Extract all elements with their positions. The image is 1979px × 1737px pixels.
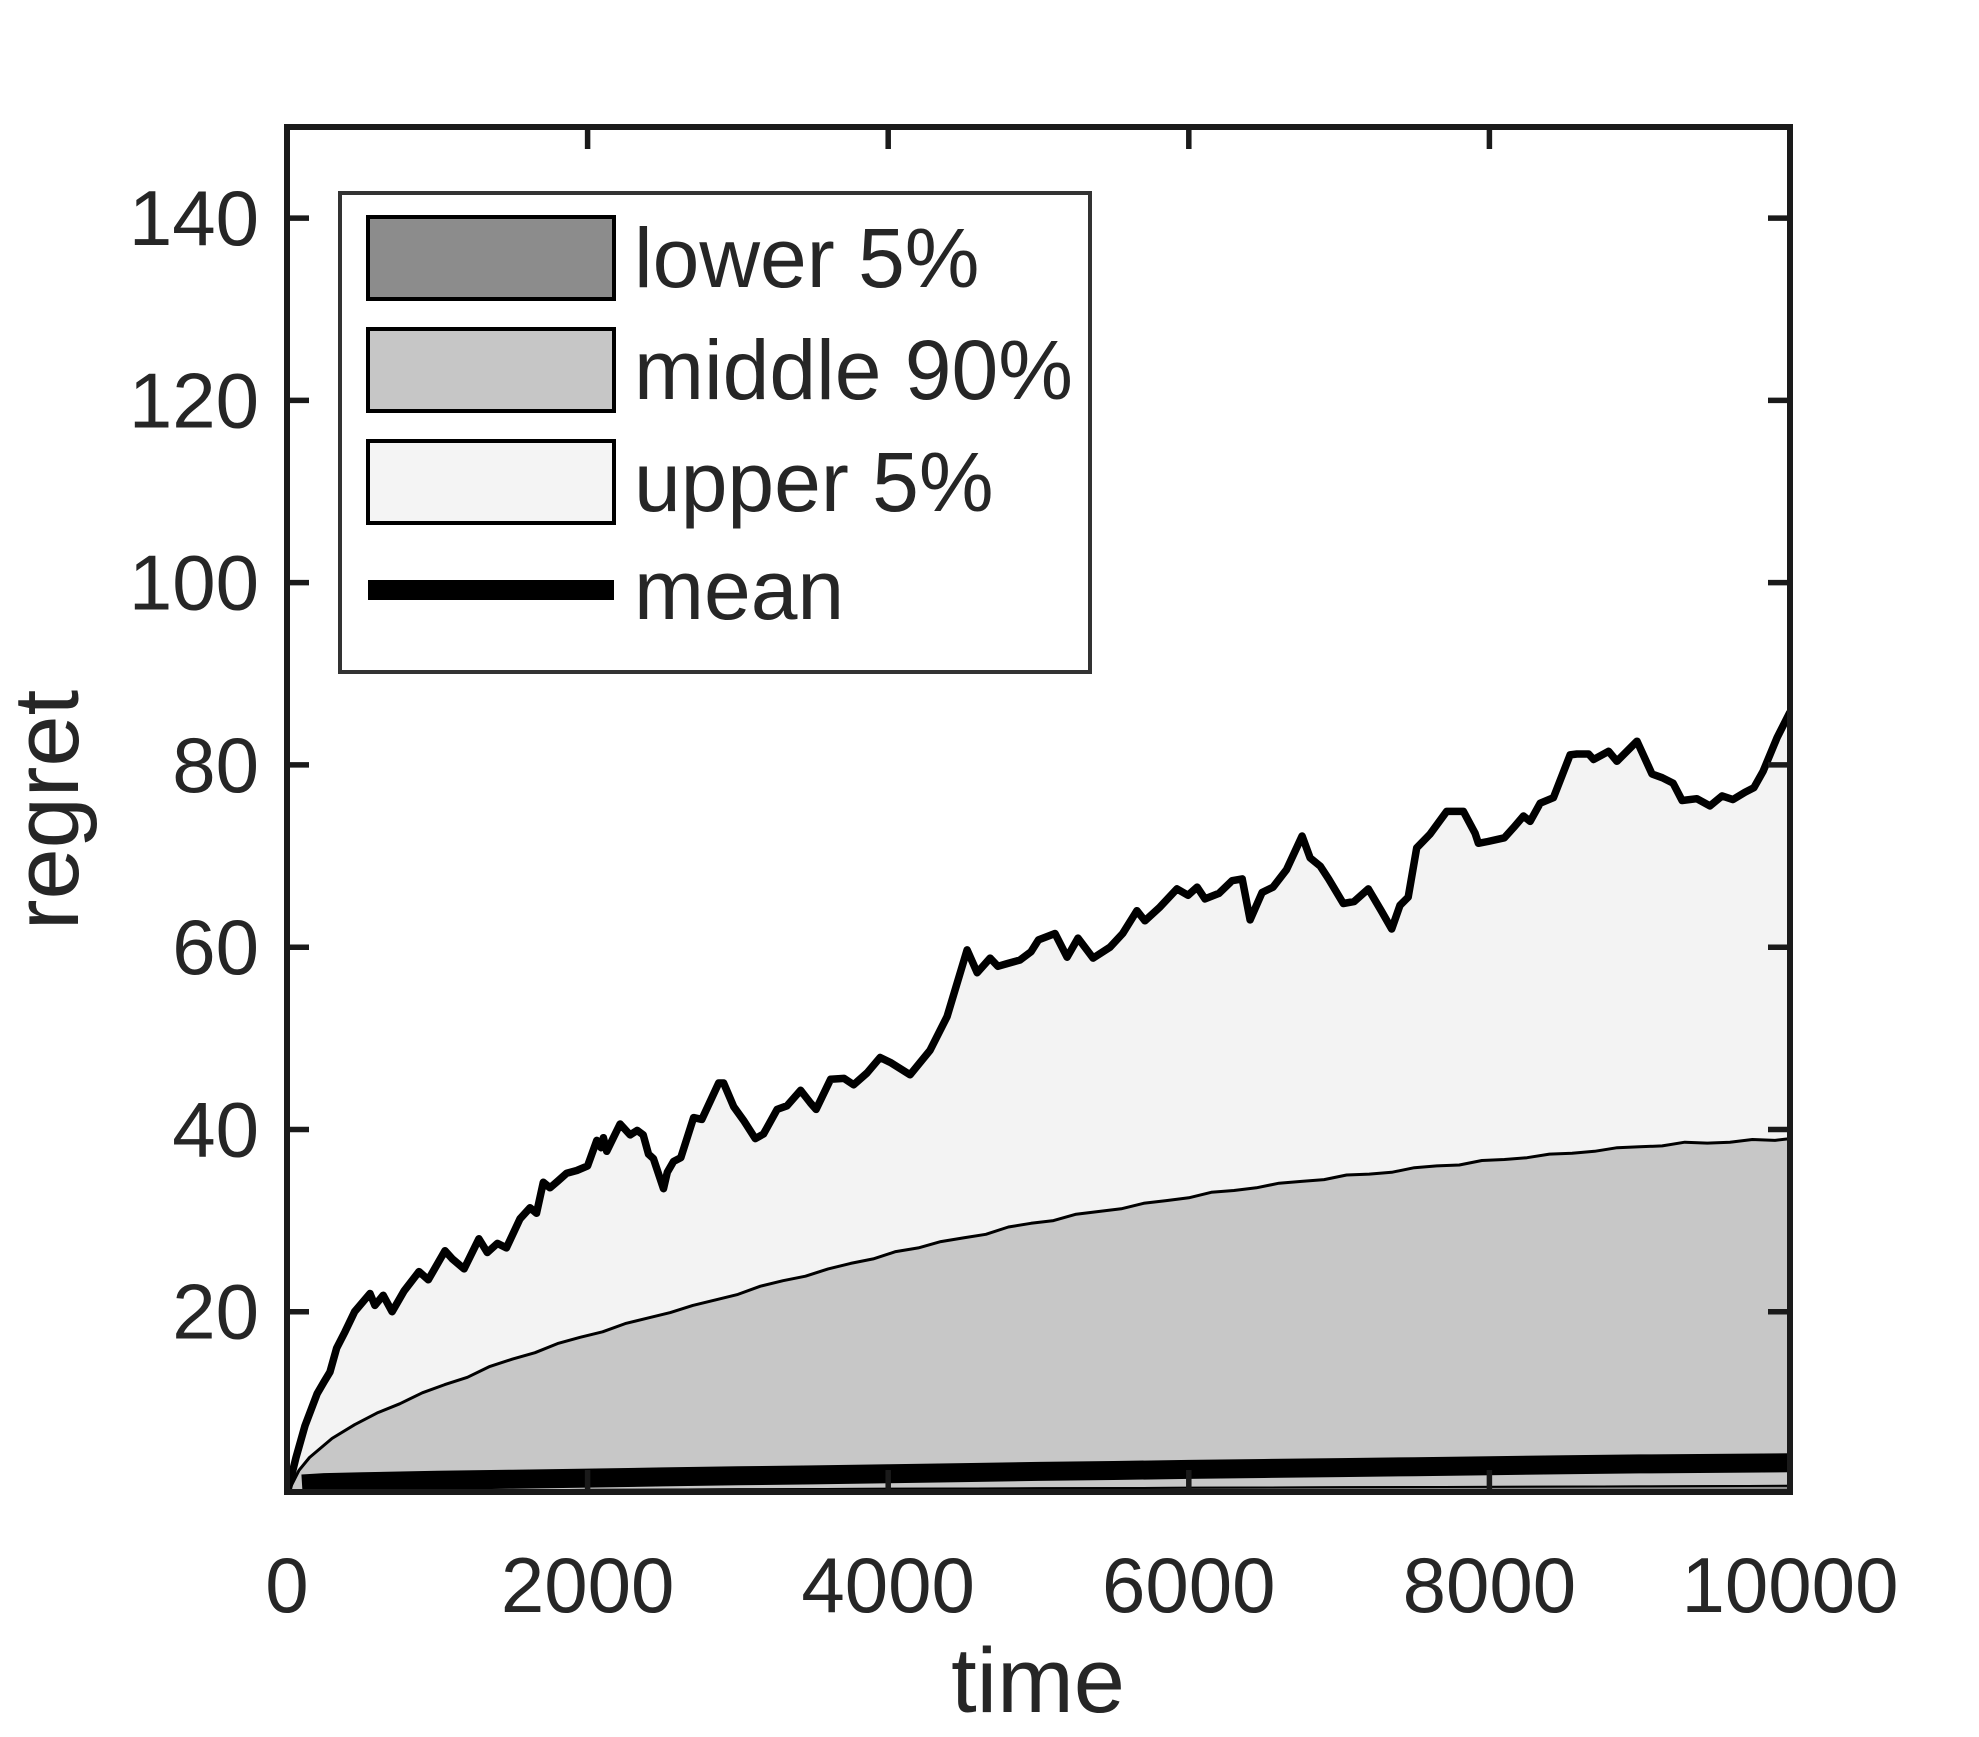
legend-label-lower5: lower 5%	[634, 211, 979, 305]
max-boundary-line	[287, 710, 1790, 1493]
x-tick-label: 10000	[1682, 1541, 1899, 1629]
y-axis-label: regret	[0, 690, 98, 930]
y-tick-label: 100	[129, 539, 259, 627]
x-tick-label: 8000	[1403, 1541, 1577, 1629]
y-tick-label: 60	[172, 903, 259, 991]
legend-label-middle90: middle 90%	[634, 323, 1073, 417]
axes-box	[284, 124, 1793, 1495]
y-tick-label: 120	[129, 356, 259, 444]
legend-swatch-lower5	[366, 215, 616, 301]
y-tick-label: 140	[129, 174, 259, 262]
x-tick-label: 4000	[801, 1541, 975, 1629]
x-tick-label: 0	[265, 1541, 308, 1629]
x-tick-label: 2000	[501, 1541, 675, 1629]
mean-line	[301, 1453, 1790, 1493]
legend-label-upper5: upper 5%	[634, 435, 994, 529]
x-axis-label: time	[951, 1630, 1125, 1732]
p95-boundary-line	[287, 1137, 1790, 1493]
upper-5-area	[287, 712, 1790, 1493]
legend: lower 5% middle 90% upper 5% mean	[338, 191, 1092, 674]
legend-swatch-middle90	[366, 327, 616, 413]
y-tick-label: 80	[172, 721, 259, 809]
plot-area	[287, 710, 1790, 1493]
legend-label-mean: mean	[634, 543, 844, 637]
legend-swatch-upper5	[366, 439, 616, 525]
tick-labels: 0 2000 4000 6000 8000 10000 20 40 60 80 100 120 140	[129, 174, 1899, 1629]
y-tick-label: 20	[172, 1268, 259, 1356]
axis-ticks	[284, 127, 1793, 1492]
y-tick-label: 40	[172, 1085, 259, 1173]
x-tick-label: 6000	[1102, 1541, 1276, 1629]
